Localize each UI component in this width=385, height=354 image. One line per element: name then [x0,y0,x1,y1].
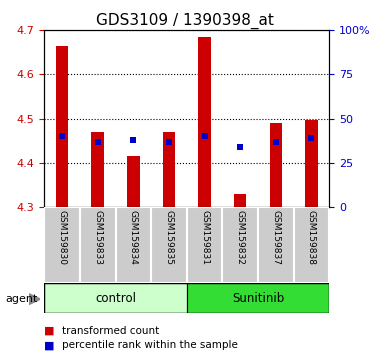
Text: percentile rank within the sample: percentile rank within the sample [62,340,238,350]
Text: GSM159834: GSM159834 [129,210,138,265]
Bar [223,207,258,283]
Bar [187,207,223,283]
Text: transformed count: transformed count [62,326,159,336]
Bar [127,156,139,207]
Text: GDS3109 / 1390398_at: GDS3109 / 1390398_at [96,12,274,29]
Text: GSM159835: GSM159835 [164,210,173,265]
Text: Sunitinib: Sunitinib [232,292,284,305]
Text: GSM159838: GSM159838 [307,210,316,265]
Bar [305,120,318,207]
Bar [80,207,116,283]
Bar [116,207,151,283]
Text: control: control [95,292,136,305]
Bar [198,37,211,207]
Text: ■: ■ [44,326,55,336]
Bar [44,283,187,313]
Bar [56,46,68,207]
Text: agent: agent [6,294,38,304]
Bar [293,207,329,283]
Bar [234,194,246,207]
Polygon shape [29,294,40,304]
Bar [187,283,329,313]
Bar [270,123,282,207]
Text: GSM159832: GSM159832 [236,210,244,265]
Bar [44,207,80,283]
Bar [151,207,187,283]
Text: GSM159837: GSM159837 [271,210,280,265]
Bar [92,132,104,207]
Text: GSM159833: GSM159833 [93,210,102,265]
Bar [163,132,175,207]
Text: GSM159830: GSM159830 [58,210,67,265]
Text: ■: ■ [44,340,55,350]
Bar [258,207,294,283]
Text: GSM159831: GSM159831 [200,210,209,265]
